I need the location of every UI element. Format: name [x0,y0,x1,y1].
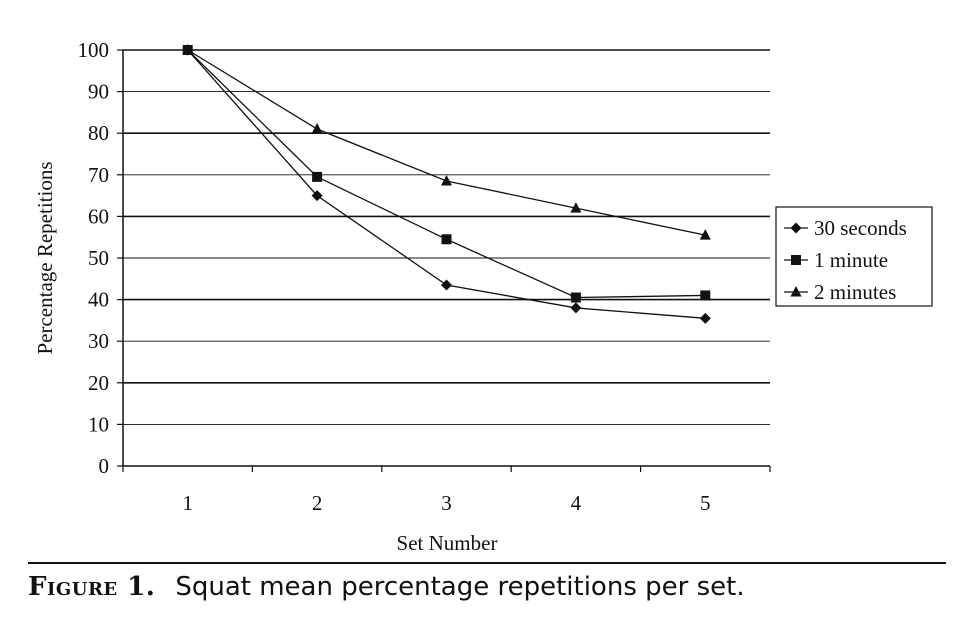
x-axis-label: Set Number [397,531,498,555]
data-point-triangle [182,44,194,55]
legend-entries: 30 seconds 1 minute 2 minutes [784,216,907,304]
data-point-triangle [311,123,323,134]
x-tick-label: 2 [312,491,323,515]
x-tick-label: 3 [441,491,452,515]
data-point-triangle [441,175,452,186]
y-tick-label: 70 [88,163,109,187]
data-point-square [700,290,711,301]
series-line-2 [187,49,706,299]
x-tick-label: 1 [182,491,193,515]
legend-label: 30 seconds [814,216,907,240]
caption-text: Squat mean percentage repetitions per se… [175,572,745,602]
y-tick-label: 60 [88,204,109,228]
y-tick-label: 50 [88,246,109,270]
figure-caption: Figure 1. Squat mean percentage repetitio… [28,570,948,620]
caption-label: Figure 1. [28,572,156,602]
data-point-triangle [699,229,711,240]
legend-box [775,206,933,307]
data-point-diamond [311,190,323,202]
y-tick-label: 90 [88,80,109,104]
y-tick-labels: 0 10 20 30 40 50 60 70 80 90 100 [78,38,123,478]
legend-label: 1 minute [814,248,888,272]
data-point-diamond [570,302,582,314]
data-point-square [312,171,323,182]
legend: 30 seconds 1 minute 2 minutes [775,206,933,307]
legend-marker-square [791,255,801,265]
data-point-diamond [441,279,452,291]
data-point-square [570,292,581,303]
series-line-3 [187,49,706,236]
y-tick-label: 0 [99,454,110,478]
x-tick-label: 4 [571,491,582,515]
legend-marker-triangle [790,286,802,297]
y-axis-label: Percentage Repetitions [33,161,57,354]
x-tick-labels: 1 2 3 4 5 [122,466,771,515]
y-tick-label: 100 [78,38,110,62]
y-tick-label: 20 [88,371,109,395]
y-tick-label: 10 [88,412,109,436]
legend-label: 2 minutes [814,280,896,304]
data-point-square [441,234,452,245]
data-point-triangle [570,202,582,213]
gridlines [123,49,770,425]
data-point-diamond [699,312,711,324]
x-tick-label: 5 [700,491,711,515]
y-tick-label: 80 [88,121,109,145]
y-tick-label: 40 [88,288,109,312]
series-markers [182,44,711,324]
legend-marker-diamond [790,222,802,234]
y-tick-label: 30 [88,329,109,353]
